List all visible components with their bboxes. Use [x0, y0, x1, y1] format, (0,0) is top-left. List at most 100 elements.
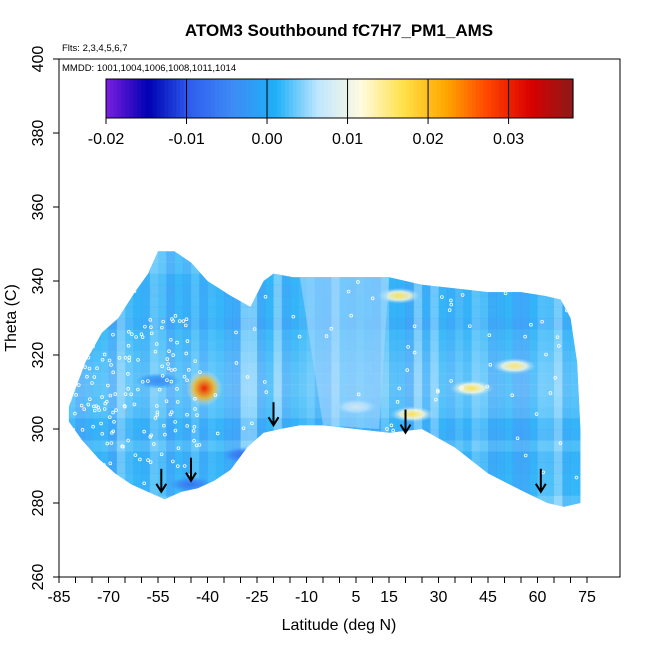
sample-point: [173, 420, 177, 424]
sample-point: [139, 332, 144, 336]
colorbar-cell: [429, 79, 434, 118]
sample-point: [129, 392, 133, 397]
colorbar-cell: [269, 79, 274, 118]
field-stripe: [92, 251, 101, 507]
colorbar-cell: [137, 79, 142, 118]
sample-point: [379, 469, 384, 474]
sample-point: [77, 462, 82, 467]
sample-point: [198, 370, 202, 374]
sample-point: [185, 412, 189, 417]
sample-point: [91, 424, 95, 429]
sample-point: [391, 428, 395, 433]
sample-point: [110, 431, 114, 435]
field-stripe: [224, 251, 233, 507]
colorbar-cell: [281, 79, 286, 118]
field-stripe: [438, 251, 448, 507]
sample-point: [146, 458, 150, 462]
colorbar-cell: [109, 79, 115, 118]
sample-point: [140, 335, 145, 339]
sample-point: [195, 413, 199, 417]
sample-point: [460, 293, 465, 297]
sample-point: [534, 412, 539, 416]
field-stripe: [496, 251, 505, 507]
sample-point: [92, 375, 97, 379]
flights-note: Flts: 2,3,4,5,6,7: [62, 43, 127, 54]
arrow-head: [155, 483, 168, 494]
field-stripe: [248, 251, 258, 507]
sample-point: [540, 319, 544, 324]
sample-point: [352, 484, 357, 489]
sample-point: [159, 452, 164, 457]
sample-point: [171, 459, 175, 464]
sample-point: [302, 467, 307, 471]
sample-point: [146, 379, 150, 383]
field-stripe: [430, 251, 439, 507]
field-stripe: [281, 251, 291, 507]
colorbar-cell: [499, 79, 504, 118]
sample-point: [487, 333, 492, 337]
colorbar-cell: [444, 79, 450, 118]
sample-point: [91, 338, 95, 343]
sample-point: [127, 283, 132, 287]
field-anomaly: [492, 358, 537, 375]
sample-point: [485, 384, 490, 389]
sample-point: [447, 308, 452, 312]
sample-point: [297, 334, 302, 339]
sample-point: [177, 319, 182, 323]
colorbar-cell: [316, 79, 321, 118]
colorbar-cell: [226, 79, 232, 118]
y-tick-label: 400: [30, 46, 47, 73]
sample-point: [185, 339, 190, 343]
sample-point: [92, 408, 97, 413]
field-layer-band: [59, 229, 620, 241]
colorbar-cell: [518, 79, 524, 118]
field-anomaly: [221, 446, 266, 463]
colorbar-cell: [366, 79, 372, 118]
x-tick-label: -70: [97, 589, 120, 606]
colorbar-cell: [351, 79, 356, 118]
sample-point: [160, 364, 164, 369]
sample-point: [88, 318, 93, 323]
sample-point: [510, 393, 515, 397]
sample-point: [120, 444, 125, 449]
field-stripe: [306, 251, 316, 507]
sample-point: [296, 490, 301, 495]
colorbar-cell: [464, 79, 469, 118]
sample-point: [83, 365, 87, 369]
sample-point: [553, 375, 558, 380]
colorbar-cell: [343, 79, 348, 118]
colorbar-cell: [195, 79, 200, 118]
field-stripe: [125, 251, 134, 507]
field-stripe: [479, 251, 489, 507]
sample-point: [162, 423, 166, 428]
sample-point: [264, 390, 269, 394]
sample-point: [117, 356, 122, 360]
sample-point: [109, 441, 114, 445]
field-stripe: [545, 251, 555, 507]
sample-point: [320, 478, 325, 483]
sample-point: [215, 431, 220, 436]
sample-point: [460, 386, 464, 390]
sample-point: [97, 408, 101, 412]
sample-point: [182, 464, 187, 468]
sample-point: [356, 280, 360, 284]
x-tick-label: 5: [352, 589, 361, 606]
sample-point: [80, 318, 85, 323]
field-stripe: [265, 251, 274, 507]
sample-point: [529, 322, 533, 327]
sample-point: [91, 344, 95, 349]
field-stripe: [68, 251, 76, 507]
colorbar-cell: [393, 79, 399, 118]
sample-point: [71, 427, 76, 432]
field-stripe: [215, 251, 225, 507]
sample-point: [81, 457, 86, 462]
colorbar-cell: [230, 79, 236, 118]
sample-point: [182, 374, 187, 379]
colorbar-cell: [530, 79, 535, 118]
colorbar-cell: [331, 79, 337, 118]
colorbar-cell: [374, 79, 380, 118]
sample-point: [87, 366, 92, 371]
colorbar-cell: [211, 79, 216, 118]
colorbar-cell: [261, 79, 267, 118]
